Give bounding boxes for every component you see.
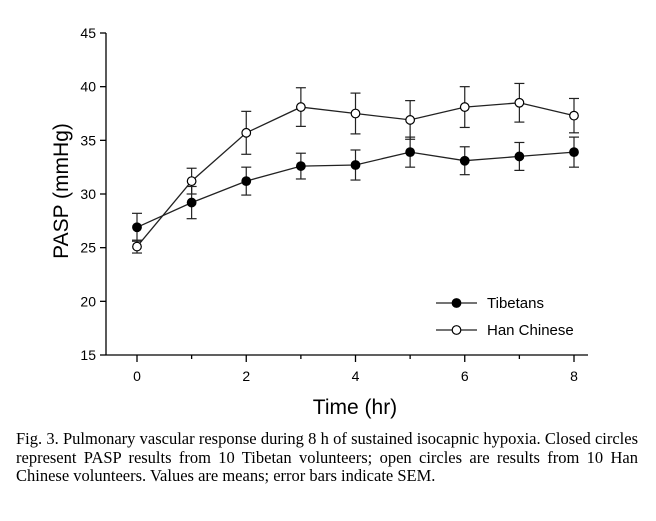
data-point	[405, 115, 416, 125]
data-point	[569, 147, 579, 158]
legend-label: Tibetans	[487, 295, 544, 312]
x-tick-label: 0	[133, 368, 141, 384]
data-point	[459, 102, 470, 112]
figure-caption: Fig. 3. Pulmonary vascular response duri…	[16, 429, 638, 485]
legend-label: Han Chinese	[487, 322, 574, 339]
data-point	[350, 108, 361, 119]
data-point	[514, 97, 525, 108]
legend-marker	[451, 325, 462, 335]
x-axis-label: Time (hr)	[313, 396, 397, 419]
data-point	[459, 155, 470, 166]
data-point	[514, 151, 525, 162]
data-point	[405, 147, 416, 158]
x-tick-label: 8	[570, 368, 578, 384]
y-tick-label: 45	[80, 25, 96, 41]
data-point	[186, 197, 197, 208]
legend-marker	[451, 298, 462, 308]
data-point	[295, 102, 306, 112]
y-tick-label: 15	[80, 347, 96, 363]
data-point	[569, 110, 579, 121]
data-point	[350, 160, 361, 170]
data-point	[241, 176, 252, 187]
data-point	[295, 161, 306, 171]
y-tick-label: 25	[80, 240, 96, 256]
y-tick-label: 35	[80, 132, 96, 148]
data-point	[241, 127, 252, 138]
x-tick-label: 6	[461, 368, 469, 384]
data-point	[132, 222, 142, 233]
legend-entry: Han Chinese	[436, 322, 574, 339]
data-markers	[132, 97, 579, 252]
data-point	[132, 241, 142, 252]
y-tick-label: 20	[80, 293, 96, 309]
axes: 15 20 25 30 35 40 45 0 2 4 6 8	[80, 25, 588, 384]
y-tick-label: 30	[80, 186, 96, 202]
x-tick-label: 4	[352, 368, 360, 384]
data-point	[186, 176, 197, 187]
y-axis-label: PASP (mmHg)	[50, 123, 73, 259]
y-tick-label: 40	[80, 79, 96, 95]
legend-entry: Tibetans	[436, 295, 544, 312]
x-tick-label: 2	[242, 368, 250, 384]
legend: Tibetans Han Chinese	[436, 295, 574, 339]
